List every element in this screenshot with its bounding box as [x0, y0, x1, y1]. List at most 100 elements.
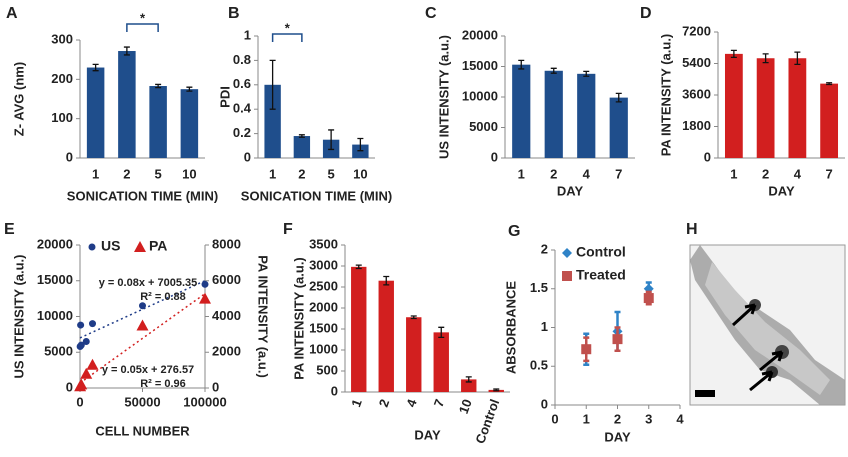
x-tick-label: 1	[269, 166, 276, 181]
x-tick-label: 7	[431, 397, 448, 409]
y-tick-label: 1	[541, 319, 548, 334]
panel-letter: A	[6, 5, 18, 22]
error-bar	[269, 59, 276, 110]
panel-letter: H	[686, 221, 698, 238]
x-tick-label: 1	[583, 411, 590, 426]
error-bar	[730, 49, 737, 59]
error-bar	[355, 264, 362, 270]
bar	[433, 332, 449, 392]
point	[199, 292, 211, 304]
arrow	[731, 303, 757, 327]
bar	[180, 89, 199, 158]
error-bar	[826, 82, 833, 86]
y-tick-label: 0	[66, 149, 73, 164]
x-tick-label: Control	[472, 397, 502, 446]
y-tick-label: 1000	[309, 341, 338, 356]
x-tick-label: 4	[583, 166, 591, 181]
y-tick-label: 2	[541, 241, 548, 256]
error-bar	[123, 46, 130, 56]
trendline	[79, 293, 206, 384]
bar	[820, 83, 839, 158]
point	[77, 321, 85, 329]
y-axis-title: Z- AVG (nm)	[11, 62, 26, 136]
y-tick-label: 0	[491, 149, 498, 164]
y-tick-label: 20000	[462, 27, 498, 42]
error-bar	[410, 315, 417, 320]
y2-axis-title: PA INTENSITY (a.u.)	[256, 255, 271, 378]
x-tick-label: 7	[826, 166, 833, 181]
x-axis-title: DAY	[768, 183, 795, 198]
panel-letter: E	[4, 221, 15, 238]
bar	[264, 84, 281, 158]
y-axis-title: US INTENSITY (a.u.)	[11, 255, 26, 379]
y-tick-label: 1500	[309, 320, 338, 335]
y-tick-label: 0.2	[233, 125, 251, 140]
x-tick-label: 2	[123, 166, 130, 181]
x-tick-label: 2	[298, 166, 305, 181]
point	[86, 358, 99, 370]
trendline-equation: y = 0.05x + 276.57	[102, 364, 194, 376]
y-tick-label: 1	[244, 27, 251, 42]
significance-label: *	[140, 10, 146, 25]
y-tick-label: 0	[704, 149, 711, 164]
x-tick-label: 3	[645, 411, 652, 426]
error-bar	[762, 53, 769, 64]
x-tick-label: 10	[353, 166, 367, 181]
legend-marker	[562, 248, 572, 258]
y2-tick-label: 0	[212, 379, 219, 394]
y-axis-title: PA INTENSITY (a.u.)	[658, 34, 673, 157]
y-tick-label: 15000	[37, 272, 73, 287]
y-tick-label: 5000	[469, 119, 498, 134]
legend-marker	[134, 241, 146, 252]
y-tick-label: 500	[316, 362, 338, 377]
x-axis-title: DAY	[414, 427, 441, 442]
x-tick-label: 10	[456, 397, 475, 416]
bar	[609, 97, 628, 158]
bar	[788, 58, 807, 158]
bar	[461, 379, 477, 392]
legend-label: PA	[149, 238, 167, 254]
x-axis-title: SONICATION TIME (MIN)	[67, 188, 218, 203]
trendline-r2: R² = 0.96	[140, 378, 186, 390]
error-bar	[518, 59, 525, 70]
error-bar	[493, 388, 500, 392]
x-tick-label: 100000	[183, 394, 226, 409]
x-tick-label: 1	[92, 166, 99, 181]
arrow	[759, 350, 784, 372]
error-bar	[550, 67, 557, 74]
point	[581, 344, 592, 355]
y-tick-label: 0.5	[530, 358, 548, 373]
y-axis-title: PDI	[217, 86, 232, 108]
error-bar	[465, 376, 472, 383]
panel-letter: B	[228, 5, 240, 22]
bar	[293, 136, 311, 158]
cell-interior	[705, 262, 830, 395]
error-bar	[615, 92, 622, 103]
point	[643, 293, 654, 304]
bar	[118, 51, 136, 158]
y-tick-label: 2500	[309, 278, 338, 293]
significance-label: *	[285, 20, 291, 35]
y-tick-label: 1800	[682, 118, 711, 133]
y-tick-label: 0	[66, 379, 73, 394]
x-tick-label: 4	[794, 166, 802, 181]
x-tick-label: 5	[328, 166, 335, 181]
x-tick-label: 1	[730, 166, 737, 181]
y-axis-title: ABSORBANCE	[503, 281, 518, 375]
x-tick-label: 2	[762, 166, 769, 181]
point	[75, 378, 88, 390]
x-tick-label: 0	[551, 411, 558, 426]
micrograph: H	[686, 221, 846, 406]
y-tick-label: 0.8	[233, 52, 251, 67]
significance-bracket	[271, 33, 303, 42]
x-tick-label: 2	[376, 397, 393, 409]
bar	[86, 67, 105, 158]
x-tick-label: 7	[615, 166, 622, 181]
y-tick-label: 15000	[462, 58, 498, 73]
trendline-r2: R² = 0.88	[140, 291, 186, 303]
legend-label: Control	[576, 244, 626, 260]
point	[82, 338, 90, 346]
bar	[544, 70, 563, 158]
arrow	[749, 370, 774, 392]
